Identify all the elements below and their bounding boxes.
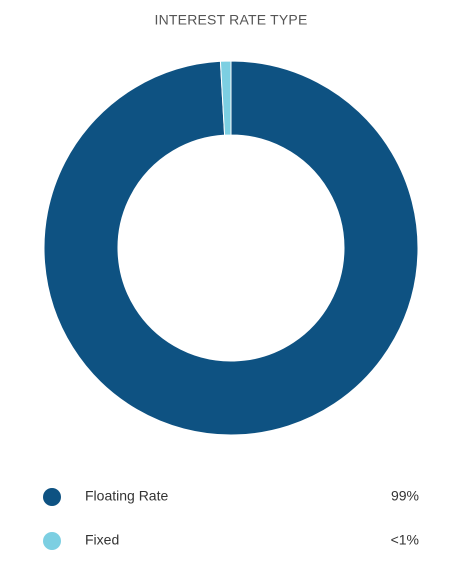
legend-label: Fixed (85, 532, 119, 548)
legend-marker (43, 532, 61, 550)
legend-value: 99% (391, 488, 419, 504)
donut-slice (219, 60, 232, 136)
legend-marker (43, 488, 61, 506)
legend-label: Floating Rate (85, 488, 168, 504)
donut-slice (43, 60, 419, 436)
chart-title: INTEREST RATE TYPE (155, 12, 308, 28)
legend-value: <1% (391, 532, 419, 548)
